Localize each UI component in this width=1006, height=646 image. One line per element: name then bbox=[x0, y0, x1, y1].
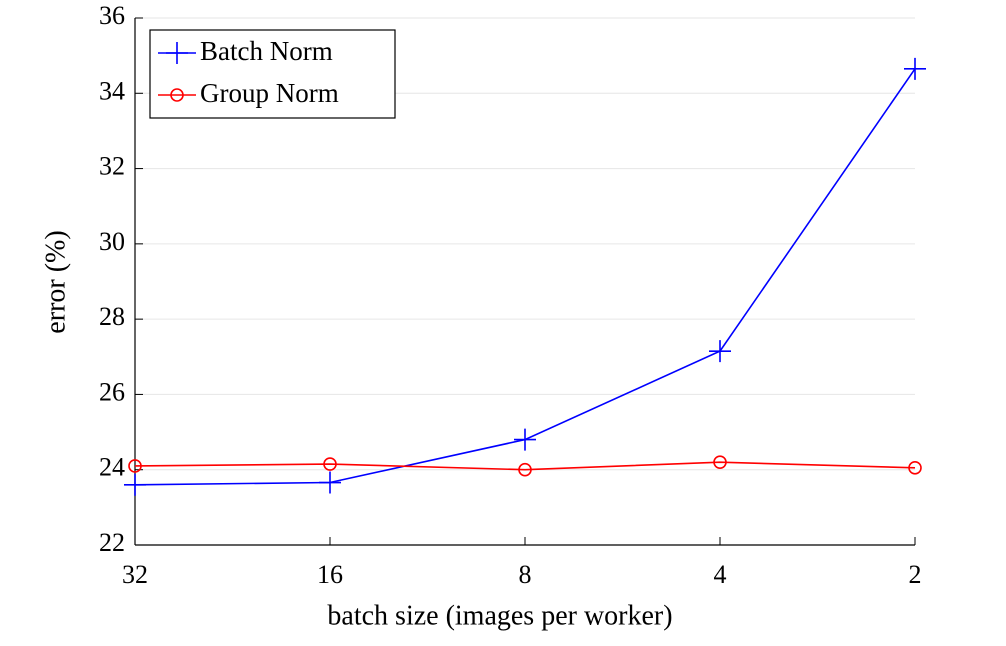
y-tick-label: 22 bbox=[99, 528, 125, 557]
x-tick-label: 16 bbox=[317, 560, 343, 589]
series-line bbox=[134, 461, 916, 471]
y-tick-label: 28 bbox=[99, 302, 125, 331]
data-point bbox=[124, 473, 146, 496]
data-point bbox=[319, 471, 341, 494]
legend-label: Group Norm bbox=[200, 78, 339, 108]
data-point bbox=[713, 455, 727, 469]
data-point bbox=[904, 57, 926, 80]
legend-marker bbox=[166, 42, 188, 64]
data-point bbox=[908, 461, 922, 475]
data-point bbox=[514, 428, 536, 451]
legend-label: Batch Norm bbox=[200, 36, 333, 66]
x-tick-label: 4 bbox=[714, 560, 727, 589]
y-tick-label: 24 bbox=[99, 453, 125, 482]
series-line bbox=[134, 68, 916, 486]
x-tick-label: 32 bbox=[122, 560, 148, 589]
y-tick-label: 36 bbox=[99, 1, 125, 30]
y-tick-label: 30 bbox=[99, 227, 125, 256]
x-tick-label: 2 bbox=[909, 560, 922, 589]
y-axis-label: error (%) bbox=[40, 230, 71, 333]
y-tick-label: 32 bbox=[99, 152, 125, 181]
data-point bbox=[128, 459, 142, 473]
data-point bbox=[518, 462, 532, 477]
data-point bbox=[709, 340, 731, 363]
y-tick-label: 26 bbox=[99, 377, 125, 406]
legend-box bbox=[149, 29, 396, 119]
x-tick-label: 8 bbox=[519, 560, 532, 589]
data-point bbox=[323, 457, 337, 471]
y-tick-label: 34 bbox=[99, 76, 125, 105]
x-axis-label: batch size (images per worker) bbox=[327, 600, 672, 631]
legend-marker bbox=[170, 88, 184, 102]
